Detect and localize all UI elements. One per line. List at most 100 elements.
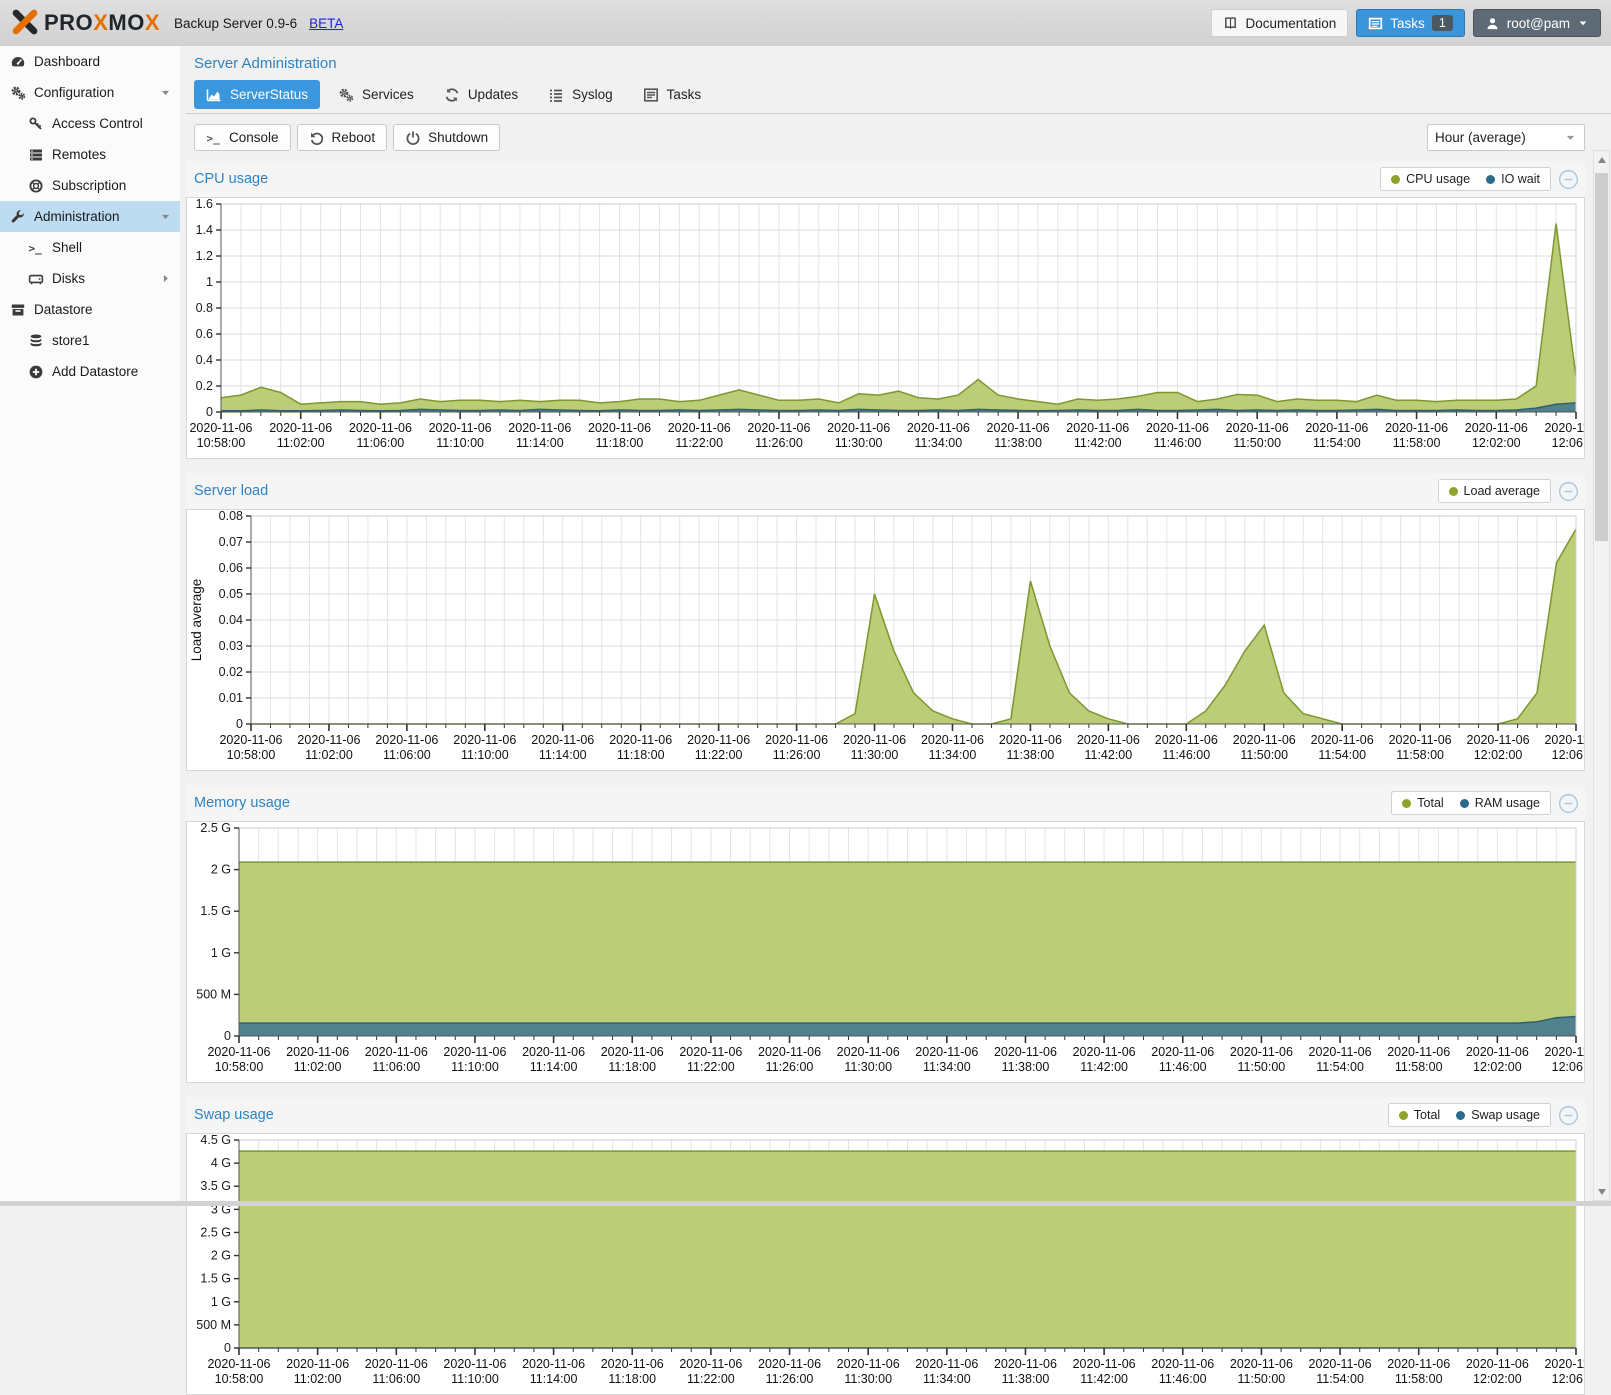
console-button[interactable]: >_Console [194, 124, 291, 151]
svg-text:0.6: 0.6 [196, 327, 213, 341]
svg-text:0.03: 0.03 [219, 639, 243, 653]
svg-text:2020-11-06: 2020-11-06 [375, 733, 438, 747]
collapse-panel-button[interactable] [1558, 481, 1579, 502]
legend-item-cpu-usage[interactable]: CPU usage [1391, 172, 1470, 186]
svg-text:2020-11-06: 2020-11-06 [508, 421, 571, 435]
svg-text:2020-11-06: 2020-11-06 [1305, 421, 1368, 435]
svg-text:11:38:00: 11:38:00 [1002, 1060, 1050, 1074]
svg-text:2020-11-06: 2020-11-06 [601, 1045, 664, 1059]
documentation-button[interactable]: Documentation [1211, 9, 1348, 37]
svg-text:2020-11-06: 2020-11-06 [1077, 733, 1140, 747]
svg-text:0.05: 0.05 [219, 587, 243, 601]
svg-text:11:54:00: 11:54:00 [1316, 1372, 1364, 1386]
sidebar-item-administration[interactable]: Administration [0, 201, 180, 232]
svg-text:500 M: 500 M [196, 1318, 231, 1332]
sidebar-item-subscription[interactable]: Subscription [0, 170, 180, 201]
legend-label: Total [1414, 1108, 1440, 1122]
vertical-scrollbar[interactable] [1593, 150, 1610, 1201]
legend-item-total[interactable]: Total [1402, 796, 1443, 810]
sidebar-item-label: Remotes [52, 147, 106, 162]
toolbar-button-label: Console [229, 130, 279, 145]
brand-segment: PRO [44, 10, 93, 35]
svg-text:11:18:00: 11:18:00 [617, 748, 665, 762]
collapse-panel-button[interactable] [1558, 1105, 1579, 1126]
tasks-icon [643, 87, 659, 103]
chart-area: 00.20.40.60.811.21.41.62020-11-0610:58:0… [186, 197, 1585, 459]
scroll-down-arrow[interactable] [1594, 1184, 1609, 1199]
legend-item-io-wait[interactable]: IO wait [1486, 172, 1540, 186]
svg-text:11:10:00: 11:10:00 [451, 1060, 499, 1074]
legend-item-load-average[interactable]: Load average [1449, 484, 1540, 498]
sidebar-item-access-control[interactable]: Access Control [0, 108, 180, 139]
shutdown-button[interactable]: Shutdown [393, 124, 500, 151]
tab-updates[interactable]: Updates [432, 80, 530, 109]
sidebar-item-label: Datastore [34, 302, 93, 317]
svg-text:2020-11-06: 2020-11-06 [987, 421, 1050, 435]
svg-text:11:46:00: 11:46:00 [1162, 748, 1210, 762]
svg-text:11:06:00: 11:06:00 [357, 436, 405, 450]
proxmox-logo: PROXMOX [10, 7, 160, 40]
tasks-button[interactable]: Tasks 1 [1356, 9, 1464, 37]
svg-text:11:46:00: 11:46:00 [1159, 1372, 1207, 1386]
svg-text:12:02:00: 12:02:00 [1474, 748, 1523, 762]
caret-down-icon[interactable] [159, 86, 172, 99]
svg-text:11:22:00: 11:22:00 [687, 1372, 735, 1386]
tab-serverstatus[interactable]: ServerStatus [194, 80, 320, 109]
user-menu-button[interactable]: root@pam [1473, 9, 1601, 37]
caret-down-icon[interactable] [159, 210, 172, 223]
svg-text:2020-11-06: 2020-11-06 [1073, 1357, 1136, 1371]
svg-text:11:02:00: 11:02:00 [294, 1060, 342, 1074]
tasks-count-badge: 1 [1432, 15, 1453, 31]
svg-text:11:50:00: 11:50:00 [1233, 436, 1281, 450]
chevron-down-icon [1564, 131, 1577, 144]
timeframe-value: Hour (average) [1435, 130, 1526, 145]
svg-text:0.01: 0.01 [219, 691, 243, 705]
sidebar-item-add-datastore[interactable]: Add Datastore [0, 356, 180, 387]
wrench-icon [10, 209, 26, 225]
svg-text:2020-11-06: 2020-11-06 [286, 1045, 349, 1059]
scrollbar-thumb[interactable] [1595, 173, 1608, 541]
collapse-panel-button[interactable] [1558, 169, 1579, 190]
collapse-panel-button[interactable] [1558, 793, 1579, 814]
svg-text:2020-11-06: 2020-11-06 [349, 421, 412, 435]
tab-syslog[interactable]: Syslog [536, 80, 625, 109]
legend-item-swap-usage[interactable]: Swap usage [1456, 1108, 1540, 1122]
legend-item-ram-usage[interactable]: RAM usage [1460, 796, 1540, 810]
beta-link[interactable]: BETA [309, 16, 343, 31]
svg-text:2 G: 2 G [211, 863, 231, 877]
sidebar-item-shell[interactable]: >_Shell [0, 232, 180, 263]
sidebar-item-disks[interactable]: Disks [0, 263, 180, 294]
legend-label: Total [1417, 796, 1443, 810]
svg-text:2020-11-06: 2020-11-06 [1544, 1045, 1584, 1059]
svg-text:0.8: 0.8 [196, 301, 213, 315]
remotes-icon [28, 147, 44, 163]
sidebar-item-store1[interactable]: store1 [0, 325, 180, 356]
sidebar-item-configuration[interactable]: Configuration [0, 77, 180, 108]
caret-right-icon[interactable] [159, 272, 172, 285]
svg-text:11:22:00: 11:22:00 [675, 436, 723, 450]
legend-dot-icon [1460, 799, 1469, 808]
svg-text:11:58:00: 11:58:00 [1395, 1372, 1443, 1386]
sidebar-item-remotes[interactable]: Remotes [0, 139, 180, 170]
reboot-button[interactable]: Reboot [297, 124, 388, 151]
svg-text:10:58:00: 10:58:00 [215, 1372, 264, 1386]
svg-text:2020-11-06: 2020-11-06 [453, 733, 516, 747]
legend-item-total[interactable]: Total [1399, 1108, 1440, 1122]
user-icon [1485, 16, 1500, 31]
proxmox-wordmark: PROXMOX [44, 10, 160, 36]
scroll-up-arrow[interactable] [1594, 152, 1609, 167]
svg-text:11:42:00: 11:42:00 [1080, 1372, 1128, 1386]
sidebar-item-datastore[interactable]: Datastore [0, 294, 180, 325]
svg-text:11:46:00: 11:46:00 [1154, 436, 1202, 450]
tab-services[interactable]: Services [326, 80, 426, 109]
panel-server-load: Server loadLoad average00.010.020.030.04… [186, 473, 1585, 771]
svg-text:11:18:00: 11:18:00 [608, 1372, 656, 1386]
svg-text:2020-11-06: 2020-11-06 [1311, 733, 1374, 747]
sidebar-item-dashboard[interactable]: Dashboard [0, 46, 180, 77]
tab-tasks[interactable]: Tasks [631, 80, 714, 109]
svg-text:11:26:00: 11:26:00 [755, 436, 803, 450]
svg-text:2020-11-06: 2020-11-06 [429, 421, 492, 435]
svg-text:11:38:00: 11:38:00 [1007, 748, 1055, 762]
timeframe-select[interactable]: Hour (average) [1427, 124, 1585, 151]
svg-text:2020-11-06: 2020-11-06 [1309, 1045, 1372, 1059]
